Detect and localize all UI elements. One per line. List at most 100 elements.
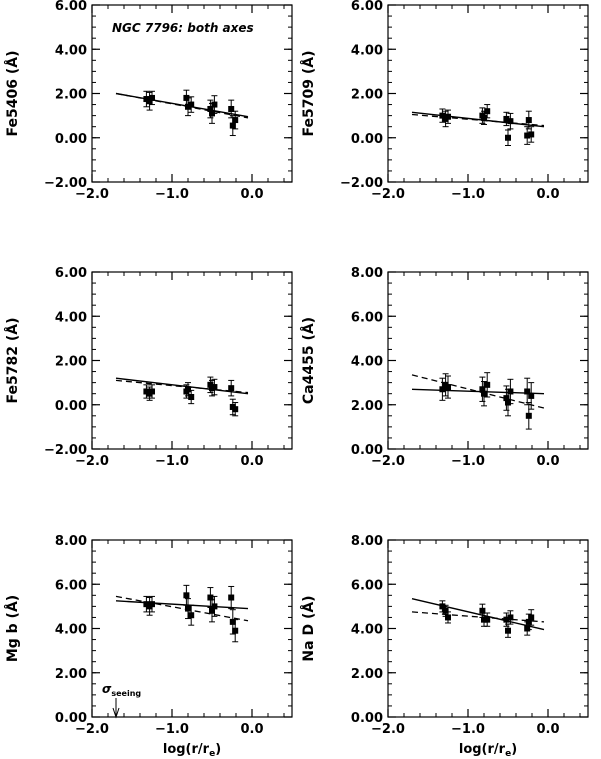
x-tick-label: −1.0	[451, 454, 485, 469]
x-tick-label: −2.0	[75, 454, 109, 469]
data-point	[524, 388, 531, 395]
data-point	[211, 101, 218, 108]
y-tick-label: 0.00	[351, 443, 383, 458]
data-point	[211, 603, 218, 610]
data-point	[479, 607, 486, 614]
data-point	[484, 381, 491, 388]
seeing-arrow-head	[112, 707, 120, 719]
data-point	[143, 388, 150, 395]
solid-fit-line	[411, 388, 545, 395]
data-point	[188, 612, 195, 619]
y-tick-label: 4.00	[351, 43, 383, 58]
y-tick-label: 0.00	[55, 399, 87, 414]
panel-ca4455: −2.0 −1.0 0.0 0.00 2.00 4.00 6.00 8.00 Ca4455 (Å…	[300, 266, 589, 469]
data-point	[503, 395, 510, 402]
y-tick-label: 4.00	[55, 43, 87, 58]
y-tick-label: 2.00	[55, 88, 87, 103]
data-point	[524, 132, 531, 139]
data-point	[525, 618, 532, 625]
y-tick-label: 6.00	[351, 310, 383, 325]
data-point	[528, 614, 535, 621]
data-point	[209, 607, 215, 614]
data-point	[149, 94, 155, 101]
y-tick-label: −2.00	[44, 443, 87, 458]
data-point	[481, 390, 487, 397]
dashed-fit-line	[411, 611, 545, 623]
data-point	[505, 399, 511, 406]
data-point	[228, 594, 235, 601]
axes-frame	[91, 271, 293, 450]
axes-frame	[387, 539, 589, 718]
panel-fe5782: −2.0 −1.0 0.0 −2.00 0.00 2.00 4.00 6.00 Fe5782 (…	[4, 266, 293, 469]
panel-nad: −2.0 −1.0 0.0 0.00 2.00 4.00 6.00 8.00 Na D (Å) l…	[300, 534, 589, 759]
y-tick-label: 6.00	[351, 0, 383, 14]
data-point	[439, 603, 446, 610]
data-point	[525, 117, 532, 124]
data-point	[149, 388, 155, 395]
data-point	[439, 112, 446, 119]
x-axis-label: log(r/re)	[163, 742, 221, 759]
data-point	[442, 607, 449, 614]
data-point	[185, 386, 191, 393]
dashed-fit-line	[411, 374, 545, 409]
x-tick-label: −1.0	[451, 722, 485, 737]
axes-frame	[387, 4, 589, 183]
x-tick-label: −1.0	[155, 722, 189, 737]
x-tick-label: −1.0	[155, 187, 189, 202]
x-tick-label: 0.0	[240, 187, 263, 202]
data-point	[207, 381, 214, 388]
y-tick-label: 0.00	[55, 711, 87, 726]
y-axis-label: Na D (Å)	[300, 595, 317, 661]
x-axis-label: log(r/re)	[459, 742, 517, 759]
data-point	[528, 392, 535, 399]
y-axis-label: Fe5406 (Å)	[4, 51, 21, 137]
axes-frame	[387, 271, 589, 450]
y-axis-label: Mg b (Å)	[4, 595, 21, 662]
dashed-fit-line	[411, 113, 545, 127]
x-tick-label: −1.0	[155, 454, 189, 469]
data-point	[507, 388, 514, 395]
dashed-fit-line	[115, 379, 249, 394]
data-point	[484, 108, 491, 115]
y-axis-label: Fe5709 (Å)	[300, 51, 317, 137]
y-axis-label: Ca4455 (Å)	[300, 317, 317, 404]
x-tick-label: −2.0	[75, 187, 109, 202]
data-point	[528, 131, 535, 138]
y-tick-label: −2.00	[340, 176, 383, 191]
data-point	[503, 616, 510, 623]
data-point	[524, 625, 531, 632]
data-point	[481, 114, 487, 121]
data-point	[185, 103, 191, 110]
dashed-fit-line	[115, 595, 249, 622]
data-point	[507, 118, 514, 125]
data-point	[481, 616, 487, 623]
y-tick-label: 8.00	[351, 266, 383, 281]
data-point	[479, 386, 486, 393]
data-point	[445, 384, 451, 391]
data-point	[207, 105, 214, 112]
x-tick-label: 0.0	[536, 454, 559, 469]
seeing-label: σseeing	[102, 682, 141, 698]
data-point	[484, 616, 491, 623]
x-tick-label: 0.0	[536, 722, 559, 737]
y-tick-label: 2.00	[55, 667, 87, 682]
data-point	[207, 594, 214, 601]
x-tick-label: −2.0	[371, 722, 405, 737]
y-tick-label: 2.00	[351, 399, 383, 414]
y-tick-label: 4.00	[55, 310, 87, 325]
data-point	[185, 605, 191, 612]
panel-fe5709: −2.0 −1.0 0.0 −2.00 0.00 2.00 4.00 6.00 Fe5709 (…	[300, 0, 589, 202]
data-point	[143, 96, 150, 103]
data-point	[229, 618, 236, 625]
data-point	[232, 627, 239, 634]
data-point	[143, 601, 150, 608]
y-tick-label: 0.00	[55, 132, 87, 147]
data-point	[188, 394, 195, 401]
y-tick-label: 4.00	[55, 623, 87, 638]
data-point	[188, 101, 195, 108]
panel-annotation: NGC 7796: both axes	[112, 21, 254, 35]
data-point	[228, 385, 235, 392]
y-tick-label: 0.00	[351, 711, 383, 726]
y-axis-label: Fe5782 (Å)	[4, 318, 21, 404]
solid-fit-line	[411, 597, 545, 631]
